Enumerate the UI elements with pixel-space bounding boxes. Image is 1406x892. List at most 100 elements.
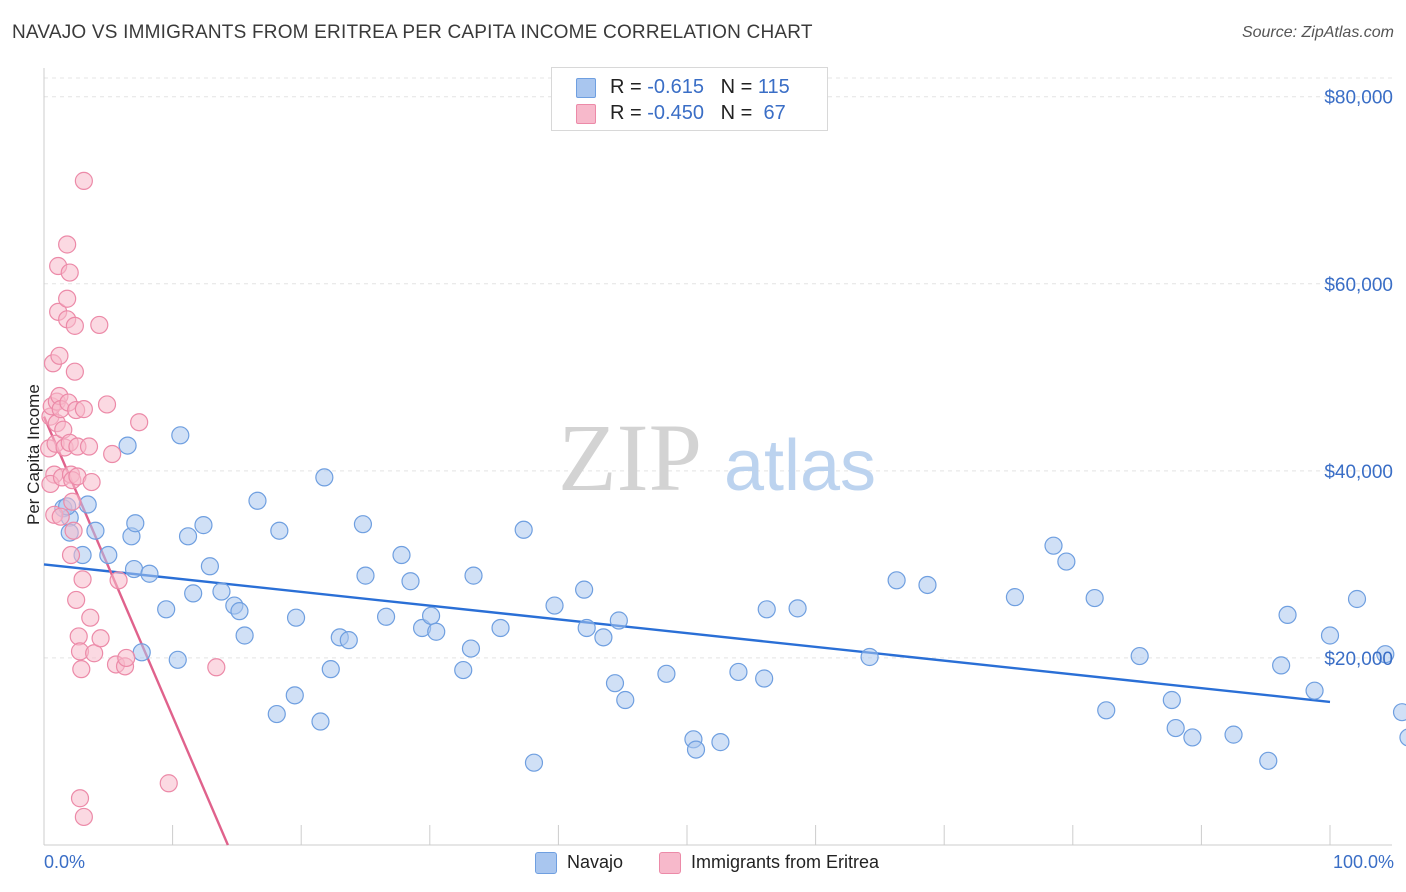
navajo-point	[171, 426, 190, 445]
navajo-point	[729, 662, 748, 682]
navajo-point	[427, 622, 446, 641]
axes	[43, 68, 1392, 846]
navajo-point	[356, 566, 375, 585]
navajo-point	[711, 733, 730, 752]
navajo-point	[1085, 588, 1104, 608]
y-tick-label: $20,000	[1324, 649, 1393, 670]
navajo-point	[178, 527, 198, 546]
navajo-point	[1376, 645, 1395, 664]
eritrea-point	[58, 235, 77, 254]
eritrea-point	[82, 472, 101, 492]
navajo-point	[1162, 690, 1181, 710]
stats-text-eritrea: R = -0.450 N = 67	[610, 102, 786, 125]
eritrea-point	[73, 570, 92, 589]
n-value-eritrea: 67	[757, 102, 786, 124]
navajo-point	[757, 600, 776, 619]
legend-label-navajo: Navajo	[567, 852, 624, 872]
navajo-point	[524, 753, 544, 772]
navajo-point	[248, 491, 267, 510]
navajo-point	[184, 584, 203, 603]
navajo-swatch	[576, 78, 596, 98]
eritrea-point	[90, 315, 109, 335]
navajo-point	[1392, 703, 1406, 722]
watermark: ZIP atlas	[558, 404, 876, 511]
eritrea-point	[81, 608, 100, 627]
legend-label-eritrea: Immigrants from Eritrea	[691, 852, 880, 872]
eritrea-point	[69, 627, 88, 646]
navajo-point	[609, 611, 628, 630]
navajo-point	[1005, 588, 1025, 607]
navajo-point	[124, 559, 144, 579]
navajo-point	[376, 607, 396, 626]
eritrea-point	[65, 362, 84, 381]
eritrea-point	[50, 346, 69, 365]
watermark-atlas: atlas	[724, 426, 876, 506]
navajo-point	[1057, 552, 1076, 571]
navajo-point	[461, 639, 481, 658]
navajo-point	[230, 602, 249, 621]
navajo-point	[1259, 751, 1278, 770]
navajo-legend-swatch	[535, 852, 557, 875]
navajo-point	[860, 647, 879, 667]
navajo-point	[918, 575, 937, 595]
navajo-point	[212, 582, 231, 601]
stats-text-navajo: R = -0.615 N = 115	[610, 76, 790, 99]
eritrea-point	[72, 660, 91, 679]
navajo-point	[235, 626, 254, 645]
navajo-point	[157, 600, 176, 619]
navajo-point	[286, 608, 306, 627]
eritrea-point	[159, 774, 178, 793]
watermark-zip: ZIP	[558, 404, 702, 511]
eritrea-point	[74, 400, 93, 419]
navajo-point	[200, 557, 219, 576]
navajo-point	[491, 618, 510, 638]
r-value-eritrea: -0.450	[647, 102, 704, 124]
eritrea-point	[207, 658, 226, 677]
navajo-point	[616, 690, 635, 710]
navajo-point	[1272, 656, 1291, 675]
navajo-point	[464, 566, 483, 585]
eritrea-point	[67, 590, 86, 610]
navajo-point	[86, 521, 105, 540]
eritrea-point	[97, 395, 117, 414]
navajo-point	[1224, 725, 1243, 744]
eritrea-point	[70, 789, 90, 808]
series-legend: Navajo Immigrants from Eritrea	[0, 852, 1406, 878]
n-label: N =	[720, 102, 758, 124]
navajo-point	[168, 650, 187, 669]
r-label: R =	[610, 102, 648, 124]
eritrea-legend-swatch	[659, 852, 681, 875]
stats-legend: R = -0.615 N = 115 R = -0.450 N = 67	[551, 67, 828, 131]
navajo-point	[788, 599, 807, 618]
navajo-point	[1320, 626, 1340, 645]
legend-item-navajo[interactable]: Navajo	[535, 852, 624, 875]
eritrea-point	[60, 263, 79, 282]
navajo-point	[1399, 728, 1406, 747]
eritrea-point	[74, 807, 93, 827]
navajo-point	[755, 669, 774, 688]
navajo-point	[353, 515, 373, 534]
data-points	[40, 171, 1406, 827]
navajo-point	[657, 664, 676, 683]
navajo-point	[1305, 681, 1324, 700]
eritrea-point	[58, 289, 77, 308]
navajo-point	[545, 596, 564, 615]
eritrea-point	[91, 629, 110, 648]
legend-item-eritrea[interactable]: Immigrants from Eritrea	[659, 852, 880, 875]
navajo-point	[270, 521, 289, 540]
navajo-point	[311, 712, 330, 731]
navajo-point	[1183, 728, 1202, 747]
navajo-point	[126, 514, 145, 533]
navajo-point	[401, 572, 420, 591]
eritrea-point	[61, 545, 81, 565]
navajo-point	[78, 495, 97, 514]
eritrea-point	[109, 571, 128, 590]
navajo-point	[421, 606, 441, 625]
eritrea-swatch	[576, 104, 596, 124]
eritrea-point	[103, 444, 122, 464]
eritrea-point	[65, 316, 84, 335]
chart-title: NAVAJO VS IMMIGRANTS FROM ERITREA PER CA…	[12, 22, 813, 43]
navajo-point	[575, 580, 594, 599]
navajo-point	[605, 674, 625, 693]
